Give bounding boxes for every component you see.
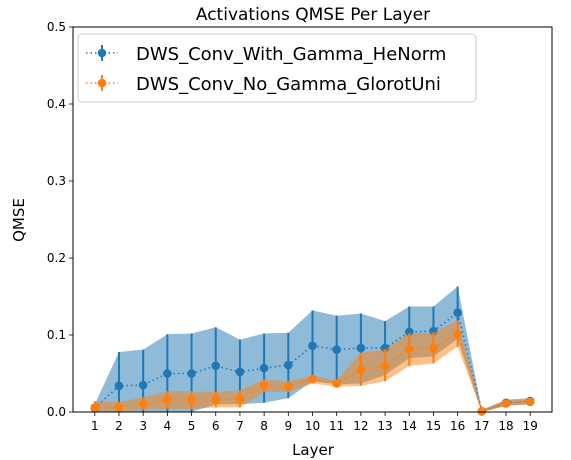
x-tick-label: 4 bbox=[164, 419, 172, 433]
series-1-point bbox=[235, 367, 245, 377]
series-2-point bbox=[284, 382, 293, 391]
axes-frame bbox=[72, 26, 553, 413]
series-2-point bbox=[429, 343, 438, 353]
x-tick-label: 11 bbox=[329, 419, 344, 433]
x-tick-label: 10 bbox=[305, 419, 320, 433]
y-tick-label: 0.0 bbox=[47, 405, 66, 419]
x-tick-label: 19 bbox=[523, 419, 538, 433]
y-tick-label: 0.2 bbox=[47, 251, 66, 265]
x-tick-label: 14 bbox=[402, 419, 417, 433]
x-tick-label: 6 bbox=[212, 419, 220, 433]
series-2-point bbox=[211, 395, 221, 404]
series-2-point bbox=[90, 403, 100, 412]
x-tick-label: 3 bbox=[139, 419, 147, 433]
series-2-point bbox=[477, 406, 487, 416]
y-tick-label: 0.3 bbox=[47, 174, 66, 188]
x-tick-label: 17 bbox=[474, 419, 489, 433]
y-tick-label: 0.4 bbox=[47, 97, 66, 111]
series-1-point bbox=[187, 369, 196, 378]
x-tick-label: 8 bbox=[260, 419, 268, 433]
series-2-point bbox=[114, 403, 124, 412]
series-2-point bbox=[501, 399, 511, 408]
x-tick-label: 12 bbox=[353, 419, 368, 433]
series-1-point bbox=[114, 381, 124, 391]
x-tick-label: 5 bbox=[188, 419, 196, 433]
series-2-point bbox=[356, 365, 366, 374]
legend-box bbox=[77, 33, 477, 103]
series-1-point bbox=[308, 341, 317, 351]
series-2-point bbox=[235, 394, 245, 404]
x-tick-label: 1 bbox=[91, 419, 99, 433]
series-2-point bbox=[259, 380, 269, 390]
y-tick-label: 0.1 bbox=[47, 328, 66, 342]
y-tick-label: 0.5 bbox=[47, 20, 66, 34]
series-1-point bbox=[284, 360, 293, 370]
series-1-point bbox=[163, 369, 172, 378]
series-1-point bbox=[332, 345, 341, 354]
y-axis-label: QMSE bbox=[10, 198, 28, 242]
series-2-point bbox=[453, 329, 462, 339]
series-2-point bbox=[525, 397, 535, 407]
series-2-band bbox=[94, 320, 531, 412]
series-2-point bbox=[187, 395, 196, 404]
series-1-point bbox=[211, 361, 221, 371]
x-tick-label: 15 bbox=[426, 419, 441, 433]
series-1-point bbox=[259, 363, 269, 373]
x-tick-label: 13 bbox=[377, 419, 392, 433]
series-2-point bbox=[138, 400, 148, 409]
legend-label: DWS_Conv_No_Gamma_GlorotUni bbox=[136, 74, 441, 95]
x-tick-label: 7 bbox=[236, 419, 244, 433]
series-1-point bbox=[138, 380, 148, 390]
chart-title: Activations QMSE Per Layer bbox=[196, 5, 430, 25]
x-tick-label: 9 bbox=[284, 419, 292, 433]
x-tick-label: 18 bbox=[498, 419, 513, 433]
series-2-point bbox=[163, 395, 172, 404]
x-axis-label: Layer bbox=[292, 441, 335, 459]
legend-marker bbox=[97, 48, 107, 58]
x-tick-label: 16 bbox=[450, 419, 465, 433]
legend-marker bbox=[97, 78, 107, 88]
series-2-point bbox=[380, 361, 390, 371]
series-2-point bbox=[404, 344, 414, 354]
series-2-point bbox=[308, 374, 317, 384]
legend-label: DWS_Conv_With_Gamma_HeNorm bbox=[136, 44, 446, 65]
series-2-point bbox=[332, 379, 341, 388]
plot-area: 0.00.10.20.30.40.51 2 3 4 5 6 7 8 9 10 11 12 13 14 15 1… bbox=[47, 20, 553, 433]
x-tick-label: 2 bbox=[115, 419, 123, 433]
series-1-point bbox=[356, 343, 366, 353]
series-1-point bbox=[453, 308, 462, 317]
